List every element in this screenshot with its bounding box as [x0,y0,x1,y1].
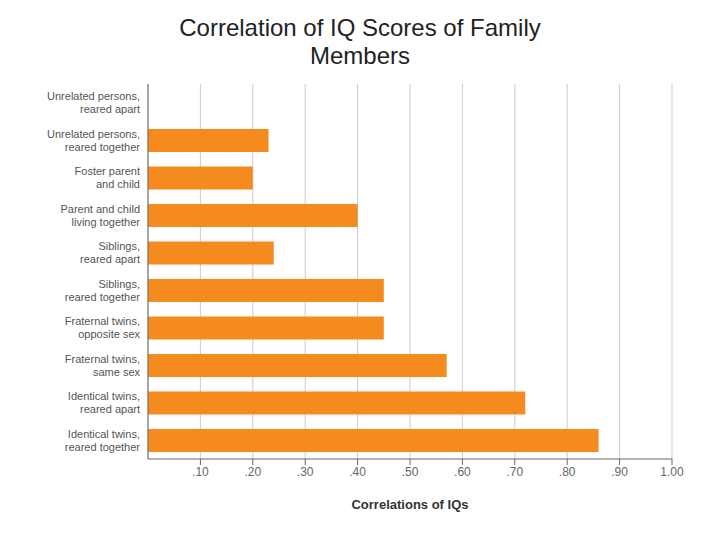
svg-text:.70: .70 [506,465,523,479]
svg-text:Siblings,reared apart: Siblings,reared apart [80,240,140,265]
svg-text:Parent and childliving togethe: Parent and childliving together [61,203,141,228]
svg-text:Identical twins,reared apart: Identical twins,reared apart [68,390,140,415]
svg-text:.40: .40 [349,465,366,479]
svg-text:Fraternal twins,same sex: Fraternal twins,same sex [65,353,141,378]
svg-text:Fraternal twins,opposite sex: Fraternal twins,opposite sex [65,315,141,340]
svg-text:.20: .20 [244,465,261,479]
svg-text:Correlations of IQs: Correlations of IQs [351,497,468,512]
svg-text:Identical twins,reared togethe: Identical twins,reared together [65,428,141,453]
svg-text:.50: .50 [402,465,419,479]
svg-text:1.00: 1.00 [660,465,684,479]
svg-text:.30: .30 [297,465,314,479]
svg-text:Siblings,reared together: Siblings,reared together [65,278,141,303]
svg-text:Unrelated persons,reared apart: Unrelated persons,reared apart [47,90,140,115]
html-text:Correlation of IQ Scores of Fa: Correlation of IQ Scores of Family Membe… [179,14,541,69]
svg-text:.10: .10 [192,465,209,479]
svg-text:.80: .80 [559,465,576,479]
svg-text:Foster parentand child: Foster parentand child [75,165,140,190]
svg-text:Unrelated persons,reared toget: Unrelated persons,reared together [47,128,140,153]
svg-text:.90: .90 [611,465,628,479]
svg-text:.60: .60 [454,465,471,479]
